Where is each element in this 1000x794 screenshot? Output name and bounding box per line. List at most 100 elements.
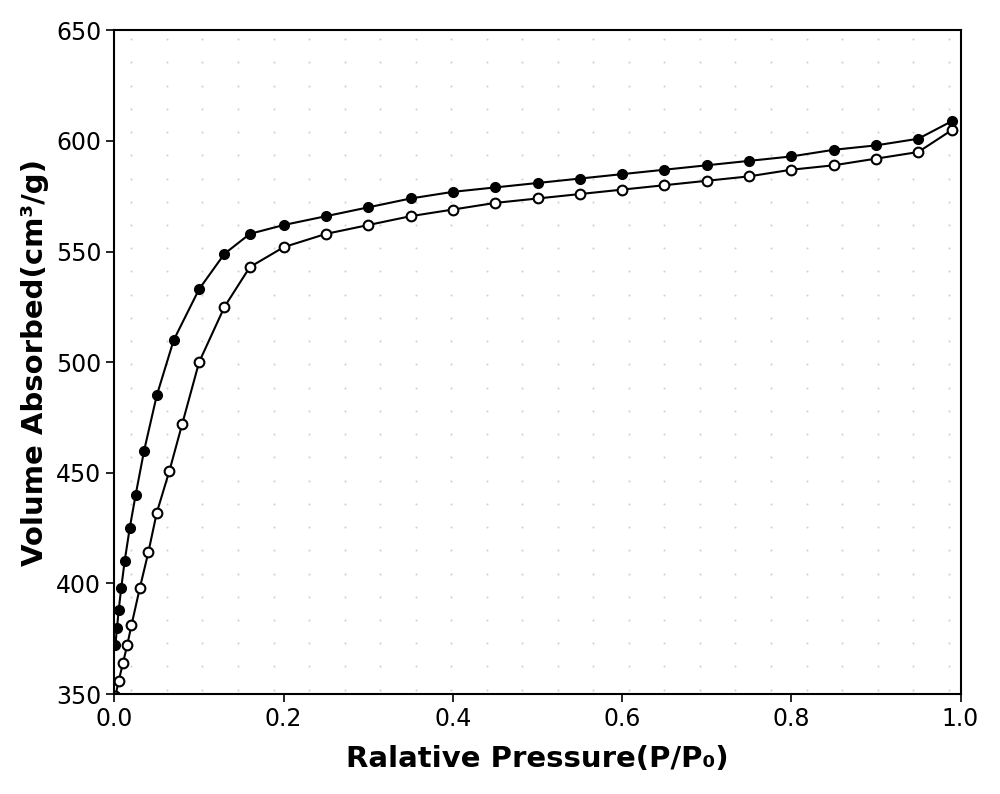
- Point: [870, 544, 886, 557]
- Point: [443, 195, 459, 208]
- Point: [656, 660, 672, 673]
- Point: [621, 149, 637, 162]
- Point: [301, 591, 317, 603]
- Point: [514, 265, 530, 278]
- Point: [337, 451, 353, 464]
- Point: [550, 79, 566, 92]
- Point: [941, 381, 957, 394]
- Point: [621, 521, 637, 534]
- Point: [692, 172, 708, 185]
- Point: [656, 195, 672, 208]
- Point: [621, 195, 637, 208]
- Point: [443, 288, 459, 301]
- Point: [834, 474, 850, 487]
- Point: [550, 637, 566, 649]
- Point: [372, 311, 388, 324]
- Point: [727, 637, 743, 649]
- Point: [692, 358, 708, 371]
- Point: [408, 521, 424, 534]
- Point: [408, 358, 424, 371]
- Point: [941, 242, 957, 255]
- Point: [550, 684, 566, 696]
- Point: [727, 311, 743, 324]
- Point: [514, 172, 530, 185]
- Point: [372, 335, 388, 348]
- Point: [301, 428, 317, 441]
- Point: [550, 265, 566, 278]
- Point: [799, 498, 815, 511]
- Point: [123, 521, 139, 534]
- Point: [727, 428, 743, 441]
- Point: [514, 660, 530, 673]
- Point: [301, 335, 317, 348]
- Point: [123, 358, 139, 371]
- Point: [656, 172, 672, 185]
- Point: [514, 335, 530, 348]
- Point: [266, 56, 282, 69]
- Point: [194, 451, 210, 464]
- Point: [301, 498, 317, 511]
- Point: [799, 428, 815, 441]
- Point: [301, 265, 317, 278]
- Point: [621, 242, 637, 255]
- Point: [621, 172, 637, 185]
- Point: [230, 172, 246, 185]
- Point: [337, 288, 353, 301]
- Point: [834, 218, 850, 231]
- Point: [727, 79, 743, 92]
- Point: [692, 614, 708, 626]
- Point: [514, 358, 530, 371]
- Point: [656, 311, 672, 324]
- Point: [941, 218, 957, 231]
- Point: [443, 56, 459, 69]
- Point: [656, 265, 672, 278]
- Point: [692, 265, 708, 278]
- Point: [514, 79, 530, 92]
- Point: [443, 428, 459, 441]
- Point: [443, 544, 459, 557]
- Point: [443, 311, 459, 324]
- Point: [905, 637, 921, 649]
- Point: [585, 218, 601, 231]
- Point: [230, 404, 246, 417]
- Point: [159, 79, 175, 92]
- Point: [550, 56, 566, 69]
- Point: [799, 33, 815, 45]
- Point: [266, 544, 282, 557]
- Point: [408, 242, 424, 255]
- Point: [514, 567, 530, 580]
- Point: [941, 567, 957, 580]
- Point: [692, 451, 708, 464]
- Point: [443, 591, 459, 603]
- Point: [763, 335, 779, 348]
- Point: [479, 544, 495, 557]
- Point: [905, 172, 921, 185]
- Point: [941, 172, 957, 185]
- Point: [266, 474, 282, 487]
- Point: [372, 591, 388, 603]
- Point: [194, 637, 210, 649]
- Point: [799, 311, 815, 324]
- Point: [692, 311, 708, 324]
- Point: [408, 591, 424, 603]
- Point: [194, 195, 210, 208]
- Point: [123, 637, 139, 649]
- Point: [834, 381, 850, 394]
- Point: [372, 404, 388, 417]
- Point: [479, 56, 495, 69]
- Point: [408, 567, 424, 580]
- Point: [266, 521, 282, 534]
- Point: [301, 567, 317, 580]
- Point: [621, 358, 637, 371]
- Point: [550, 358, 566, 371]
- Point: [905, 498, 921, 511]
- Point: [905, 265, 921, 278]
- Point: [763, 474, 779, 487]
- Point: [230, 567, 246, 580]
- Point: [870, 33, 886, 45]
- Point: [834, 521, 850, 534]
- Point: [550, 288, 566, 301]
- Point: [763, 311, 779, 324]
- Point: [266, 335, 282, 348]
- Point: [514, 125, 530, 138]
